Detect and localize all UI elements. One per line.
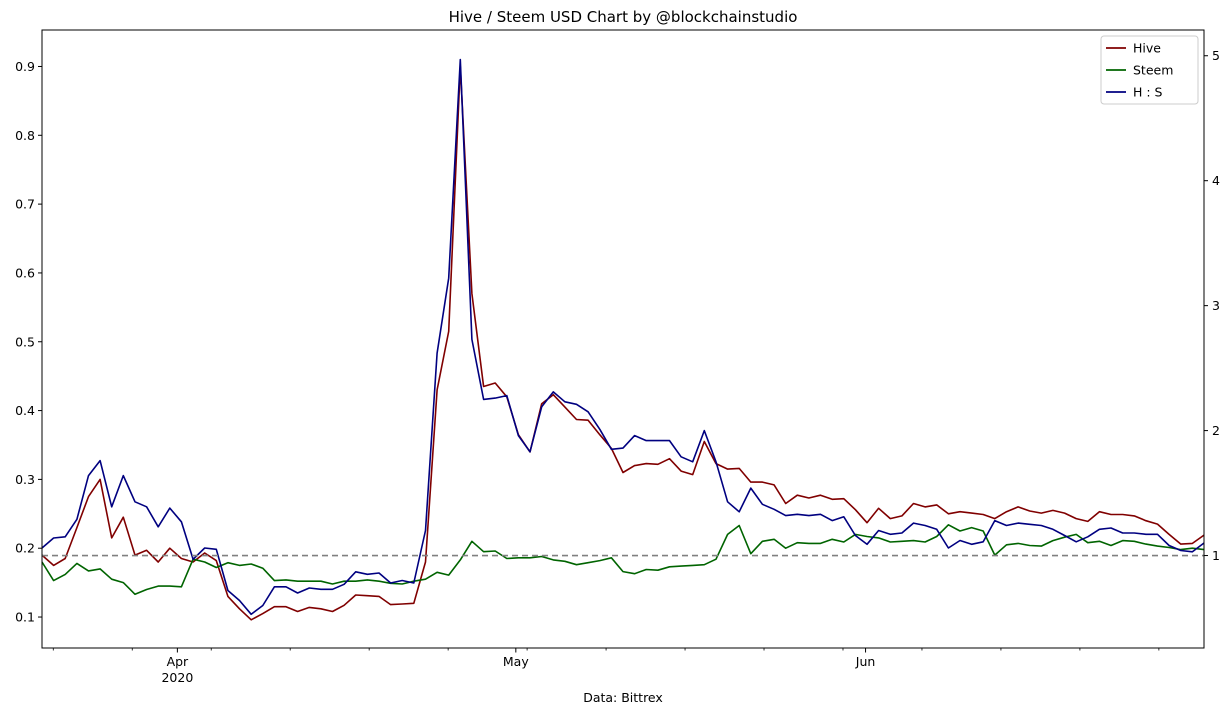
series-line-0 [41,65,1205,621]
x-axis-label: Data: Bittrex [583,690,663,705]
series-line-2 [41,58,1205,616]
series-layer [41,58,1205,621]
x-tick-sublabel-0: 2020 [161,670,193,685]
y-tick-label-3: 0.4 [15,403,35,418]
y2-tick-label-1: 2 [1212,423,1220,438]
x-tick-label-0: Apr [167,654,189,669]
y-tick-label-4: 0.5 [15,334,35,349]
y-tick-label-8: 0.9 [15,59,35,74]
y-tick-label-5: 0.6 [15,265,35,280]
chart-title: Hive / Steem USD Chart by @blockchainstu… [449,8,798,26]
y-tick-label-6: 0.7 [15,197,35,212]
legend-label-0: Hive [1133,41,1161,56]
y-tick-label-0: 0.1 [15,610,35,625]
series-line-1 [41,523,1205,596]
legend-label-2: H : S [1133,85,1163,100]
y-tick-label-2: 0.3 [15,472,35,487]
y2-tick-label-3: 4 [1212,173,1220,188]
x-tick-label-1: May [503,654,529,669]
legend: Hive Steem H : S [1100,35,1199,105]
y-tick-label-7: 0.8 [15,128,35,143]
y2-tick-label-4: 5 [1212,48,1220,63]
y-tick-label-1: 0.2 [15,541,35,556]
y2-tick-label-0: 1 [1212,548,1220,563]
y2-tick-label-2: 3 [1212,298,1220,313]
x-tick-label-2: Jun [855,654,876,669]
legend-box [1100,35,1199,105]
plot-frame [41,29,1205,649]
legend-label-1: Steem [1133,63,1173,78]
